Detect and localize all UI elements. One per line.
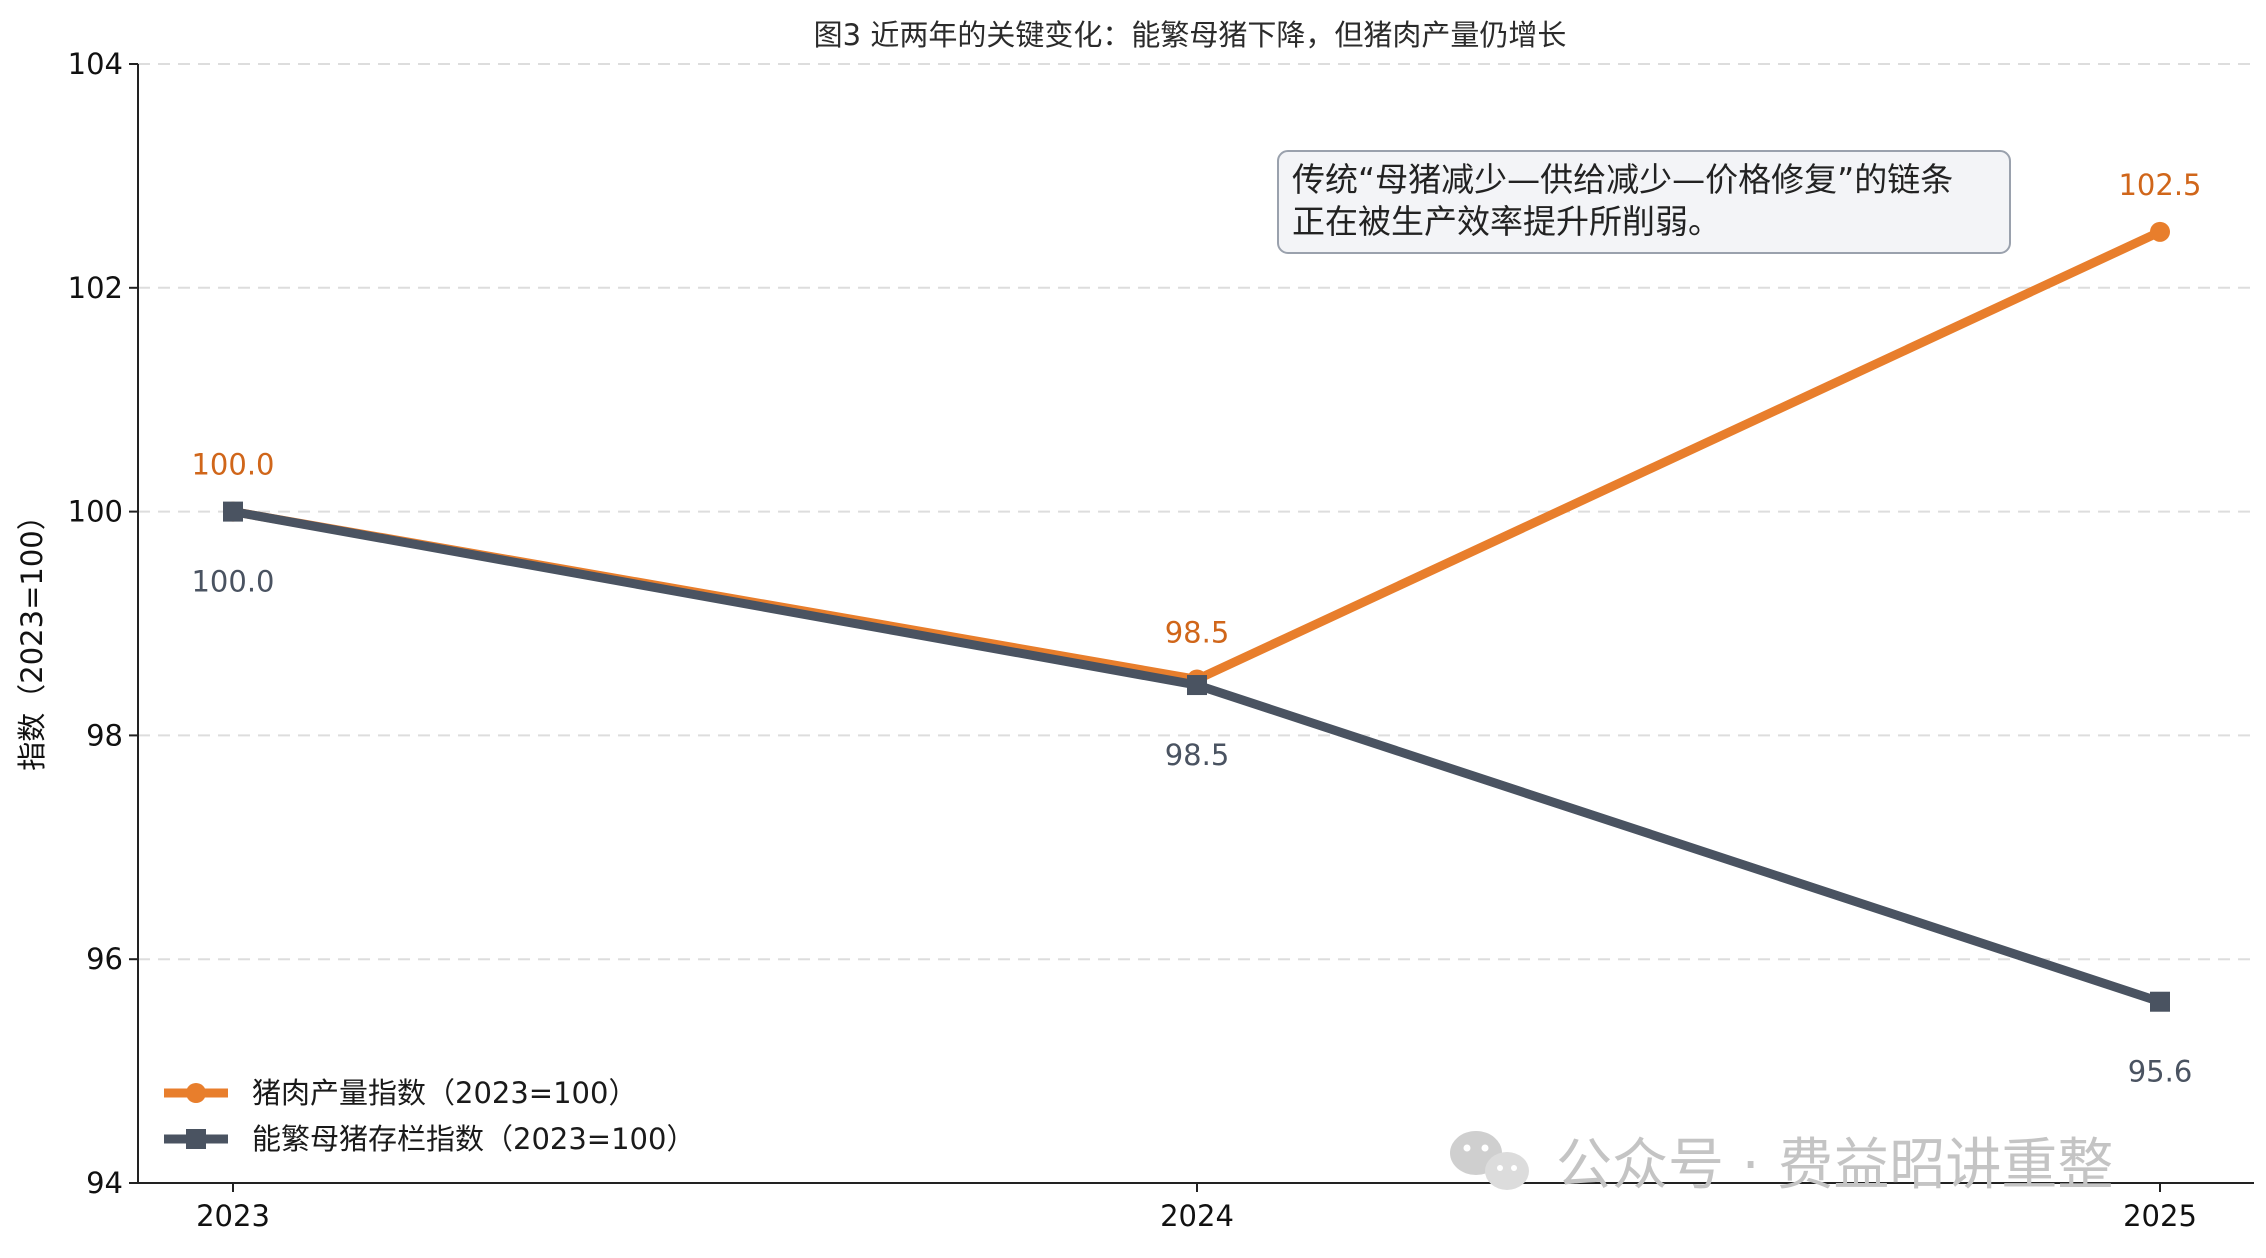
y-tick-label: 96	[86, 942, 123, 976]
wechat-icon	[1450, 1131, 1529, 1190]
annotation-line-1: 传统“母猪减少—供给减少—价格修复”的链条	[1292, 160, 1953, 199]
y-axis-label: 指数（2023=100）	[15, 501, 49, 770]
y-ticks: 94 96 98 100 102 104	[68, 47, 138, 1200]
legend: 猪肉产量指数（2023=100） 能繁母猪存栏指数（2023=100）	[164, 1076, 695, 1156]
legend-label-1: 猪肉产量指数（2023=100）	[252, 1076, 637, 1110]
annotation-box: 传统“母猪减少—供给减少—价格修复”的链条 正在被生产效率提升所削弱。	[1277, 150, 2011, 254]
grid	[138, 63, 2254, 961]
data-labels: 100.0 98.5 102.5 100.0 98.5 95.6	[191, 168, 2201, 1089]
legend-label-2: 能繁母猪存栏指数（2023=100）	[252, 1122, 695, 1156]
series-2-data-label: 98.5	[1165, 738, 1230, 772]
series-2-point	[2150, 991, 2170, 1012]
series-1-data-label: 98.5	[1165, 615, 1230, 649]
x-ticks: 2023 2024 2025	[196, 1183, 2197, 1233]
annotation-line-2: 正在被生产效率提升所削弱。	[1292, 202, 1721, 241]
y-tick-label: 98	[86, 718, 123, 752]
series-2-data-label: 100.0	[191, 565, 274, 599]
legend-marker-2	[186, 1129, 206, 1149]
series-1-data-label: 100.0	[191, 448, 274, 482]
x-tick-label: 2025	[2123, 1199, 2197, 1233]
series	[223, 221, 2170, 1012]
y-tick-label: 104	[68, 47, 123, 81]
chart-title: 图3 近两年的关键变化：能繁母猪下降，但猪肉产量仍增长	[814, 18, 1567, 52]
y-tick-label: 100	[68, 495, 123, 529]
watermark: 公众号 · 费益昭讲重整	[1450, 1131, 2113, 1198]
series-2-point	[1187, 675, 1207, 696]
annotation-box-frame	[1277, 150, 2011, 254]
series-1-point	[2150, 221, 2170, 242]
series-2-point	[223, 501, 243, 522]
series-2-data-label: 95.6	[2128, 1055, 2193, 1089]
series-1-data-label: 102.5	[2118, 168, 2201, 202]
watermark-text: 公众号 · 费益昭讲重整	[1556, 1133, 2113, 1198]
x-tick-label: 2023	[196, 1199, 270, 1233]
y-tick-label: 102	[68, 271, 123, 305]
legend-marker-1	[186, 1083, 206, 1103]
y-tick-label: 94	[86, 1166, 123, 1200]
x-tick-label: 2024	[1160, 1199, 1234, 1233]
